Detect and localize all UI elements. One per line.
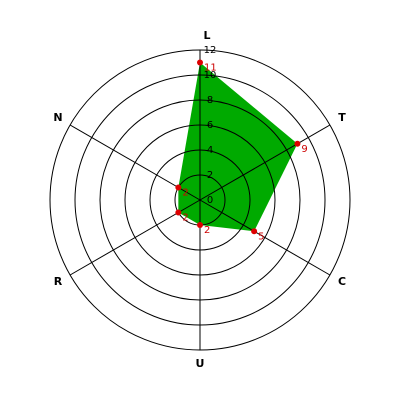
spoke	[199, 124, 331, 201]
tick-label: 4	[207, 145, 213, 156]
axis-label: U	[196, 357, 205, 370]
tick-label: 8	[207, 95, 213, 106]
data-area	[178, 62, 298, 232]
tick-label: 6	[207, 120, 213, 131]
axis-label: R	[54, 275, 63, 288]
marker	[197, 222, 203, 228]
value-label: 2	[182, 188, 188, 199]
axis-label: C	[338, 275, 346, 288]
marker	[251, 228, 258, 235]
value-label: 11	[204, 63, 217, 74]
marker	[175, 184, 182, 191]
tick-label: 2	[207, 170, 213, 181]
spoke	[199, 199, 331, 276]
value-label: 2	[204, 225, 210, 236]
value-label: 9	[301, 144, 307, 155]
marker	[175, 209, 182, 216]
tick-label: 12	[204, 45, 217, 56]
value-label: 5	[258, 231, 264, 242]
axis-label: N	[53, 111, 62, 124]
axis-label: T	[338, 111, 346, 124]
tick-label: 0	[207, 195, 213, 206]
tick-label: 10	[204, 70, 217, 81]
axis-label: L	[203, 29, 210, 42]
value-label: 2	[182, 213, 188, 224]
marker	[294, 140, 301, 147]
marker	[197, 59, 203, 66]
